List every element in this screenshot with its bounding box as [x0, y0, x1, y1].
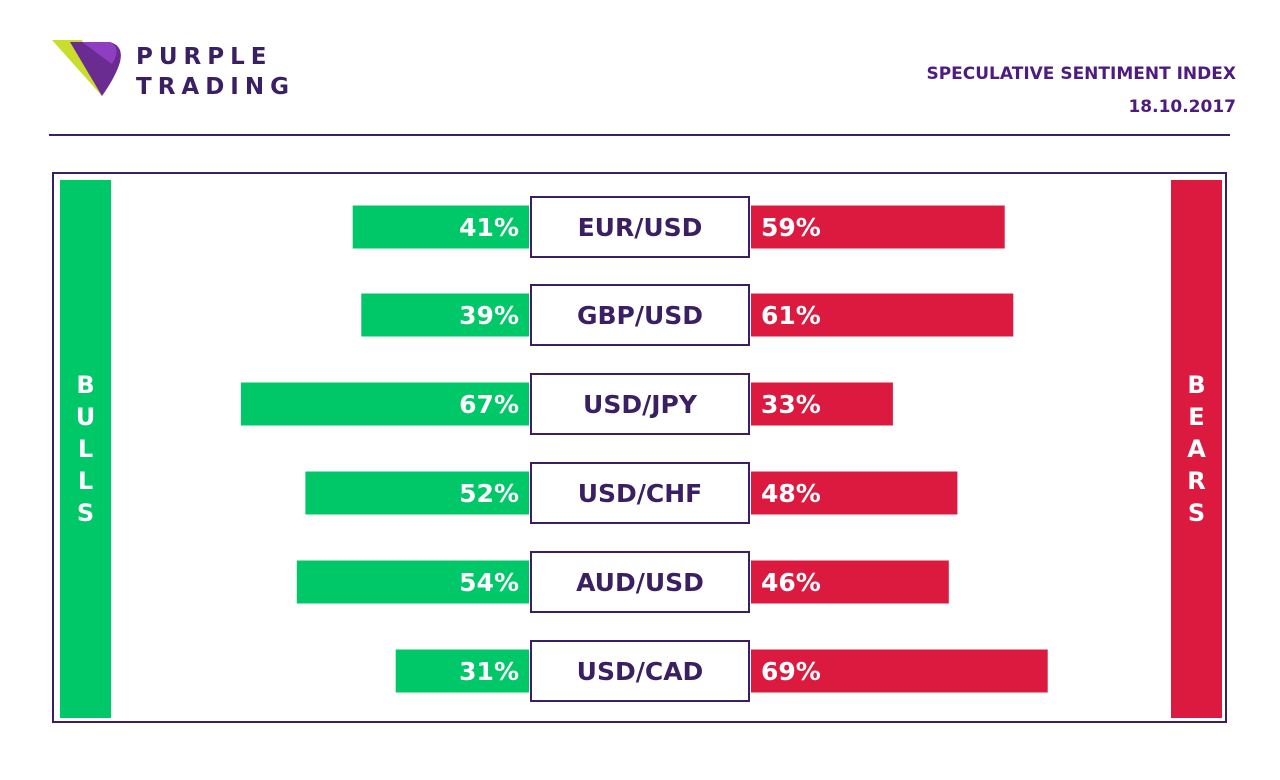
bulls-bar: [240, 382, 529, 426]
bulls-value-label: 31%: [459, 657, 519, 686]
brand-name-line1: PURPLE: [136, 44, 273, 70]
bears-value-label: 69%: [761, 657, 821, 686]
bears-side-bar: BEARS: [1171, 180, 1222, 718]
pair-label: GBP/USD: [577, 301, 703, 330]
bulls-value-label: 52%: [459, 479, 519, 508]
bears-value-label: 46%: [761, 568, 821, 597]
pair-box: [530, 284, 750, 346]
bulls-side-bar: BULLS: [60, 180, 111, 718]
bulls-label: BULLS: [75, 371, 96, 527]
bulls-value-label: 41%: [459, 213, 519, 242]
bulls-value-label: 39%: [459, 301, 519, 330]
chart-frame: [52, 172, 1227, 723]
bears-bar: [751, 205, 1005, 249]
pair-label: USD/CAD: [577, 657, 704, 686]
bears-value-label: 48%: [761, 479, 821, 508]
bears-value-label: 33%: [761, 390, 821, 419]
bears-bar: [751, 649, 1048, 693]
bears-value-label: 59%: [761, 213, 821, 242]
purple-trading-logo-icon: [52, 40, 121, 96]
bulls-bar: [352, 205, 529, 249]
pair-box: [530, 551, 750, 613]
bulls-bar: [361, 293, 529, 337]
bulls-bar: [395, 649, 529, 693]
bulls-value-label: 54%: [459, 568, 519, 597]
pair-label: EUR/USD: [578, 213, 703, 242]
bears-bar: [751, 560, 949, 604]
brand-logo: PURPLE TRADING: [52, 40, 312, 100]
brand-name-line2: TRADING: [136, 74, 295, 100]
bears-bar: [751, 382, 893, 426]
bears-value-label: 61%: [761, 301, 821, 330]
bears-bar: [751, 293, 1014, 337]
brand-name: PURPLE TRADING: [136, 42, 295, 102]
bulls-value-label: 67%: [459, 390, 519, 419]
report-date: 18.10.2017: [1128, 97, 1236, 117]
bulls-bar: [305, 471, 529, 515]
pair-box: [530, 462, 750, 524]
bulls-bar: [296, 560, 529, 604]
report-title: SPECULATIVE SENTIMENT INDEX: [926, 64, 1236, 84]
report-header: SPECULATIVE SENTIMENT INDEX 18.10.2017: [926, 58, 1236, 124]
pair-box: [530, 196, 750, 258]
header-divider: [49, 134, 1230, 136]
bears-bar: [751, 471, 958, 515]
bears-label: BEARS: [1187, 371, 1206, 527]
pair-label: USD/CHF: [578, 479, 703, 508]
pair-box: [530, 373, 750, 435]
pair-label: AUD/USD: [576, 568, 704, 597]
pair-box: [530, 640, 750, 702]
pair-label: USD/JPY: [583, 390, 698, 419]
